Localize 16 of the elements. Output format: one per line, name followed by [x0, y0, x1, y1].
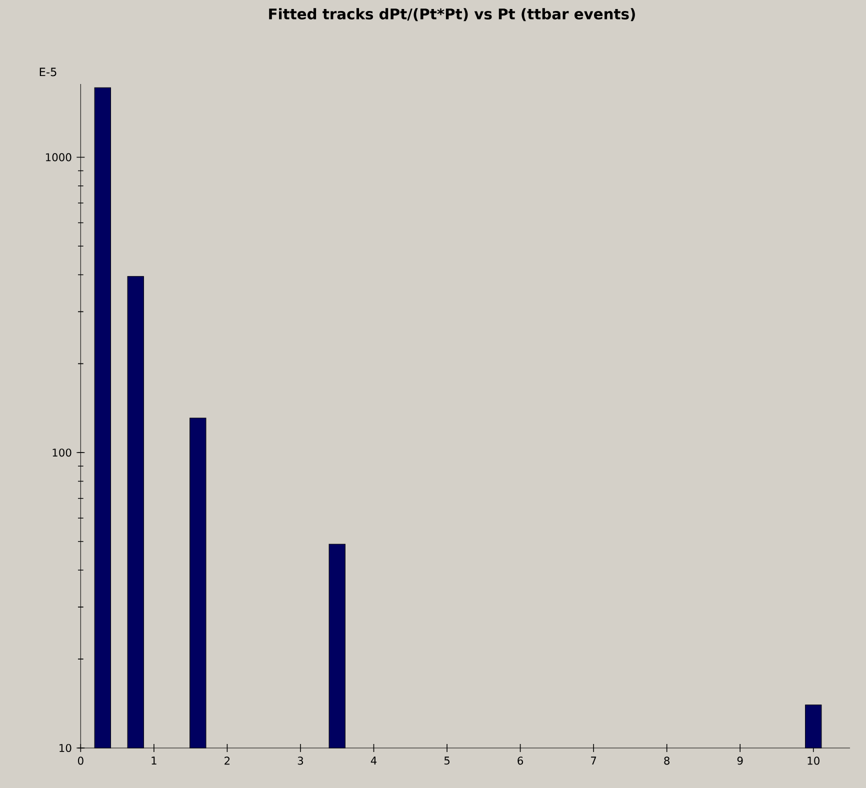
x-tick-label: 9: [737, 756, 743, 765]
x-tick-label: 10: [808, 756, 820, 765]
x-tick-label: 0: [78, 756, 84, 765]
x-tick-label: 4: [370, 756, 377, 764]
chart-title: Fitted tracks dPt/(Pt*Pt) vs Pt (ttbar events): [269, 8, 635, 22]
y-tick-label: 10: [60, 744, 72, 752]
x-tick-label: 8: [664, 756, 670, 765]
y-tick-label: 1000: [46, 153, 72, 162]
x-tick-label: 3: [298, 756, 304, 765]
y-tick-label: 100: [52, 448, 72, 457]
x-tick-label: 5: [444, 756, 450, 765]
y-axis-title: E-5: [40, 68, 56, 76]
x-tick-label: 2: [224, 756, 230, 765]
x-tick-label: 6: [518, 756, 524, 765]
x-tick-label: 1: [152, 756, 156, 764]
x-tick-label: 7: [591, 756, 596, 764]
